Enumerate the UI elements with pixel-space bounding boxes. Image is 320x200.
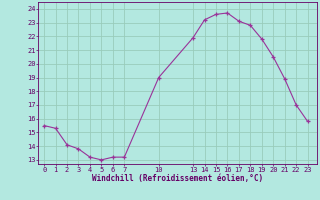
X-axis label: Windchill (Refroidissement éolien,°C): Windchill (Refroidissement éolien,°C) [92, 174, 263, 183]
